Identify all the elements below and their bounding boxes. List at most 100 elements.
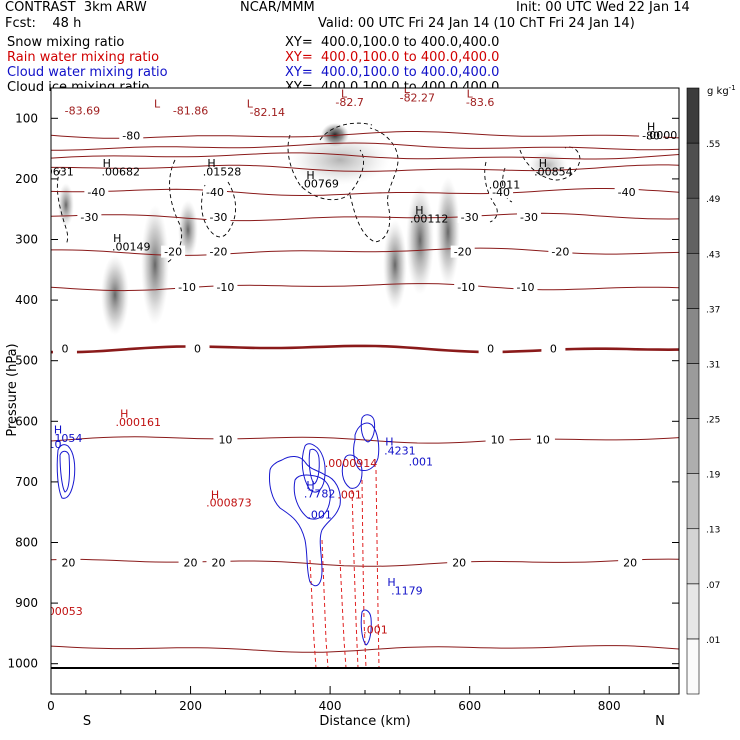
x-axis: 0 200 400 600 800 (47, 686, 680, 713)
y-tick-label: 300 (15, 233, 38, 247)
forecast-hour: Fcst: 48 h (5, 16, 82, 31)
isotherm-label-bg (618, 556, 643, 569)
extremum-label: .00112 (410, 213, 449, 226)
snow-shade (178, 200, 198, 260)
y-axis-label: Pressure (hPa) (5, 343, 20, 436)
isotherm-label-bg (206, 245, 231, 258)
snow-shading (58, 123, 568, 335)
colorbar: .01 .07 .13 .19 .25 .31 .37 .43 .49 .55 (686, 87, 721, 695)
isotherm-label: 20 (61, 556, 75, 569)
isotherm-line (51, 247, 679, 256)
field-rain-name: Rain water mixing ratio (7, 50, 160, 65)
colorbar-swatch (686, 252, 700, 309)
x-tick-label: 200 (179, 699, 202, 713)
colorbar-swatch (686, 308, 700, 364)
isotherm-label: -20 (164, 246, 182, 259)
rain-contour (321, 539, 329, 669)
isotherm-line (51, 344, 679, 354)
extremum-label: .00769 (300, 177, 339, 190)
isotherm-label: -30 (209, 211, 227, 224)
colorbar-swatch (686, 197, 700, 254)
isotherm-label: 10 (536, 433, 550, 446)
extremum-label: .001 (409, 456, 434, 469)
extremum-label: L (341, 88, 348, 101)
isotherm-label: 20 (211, 556, 225, 569)
x-tick-label: 400 (319, 699, 342, 713)
colorbar-swatch (686, 418, 700, 474)
ice-contour (484, 161, 498, 223)
cloud-contour (293, 474, 331, 520)
snow-shade (58, 183, 74, 227)
extremum-label: H (306, 169, 314, 182)
colorbar-swatch (686, 87, 700, 144)
isotherm-label: -20 (209, 246, 227, 259)
cloud-contour (56, 444, 76, 499)
colorbar-swatch (686, 638, 700, 695)
y-tick-label: 900 (15, 596, 38, 610)
field-rain-xy: XY= 400.0,100.0 to 400.0,400.0 (285, 50, 500, 65)
colorbar-swatch (686, 583, 700, 640)
extremum-label: H (113, 232, 121, 245)
extremum-label: L (154, 97, 161, 110)
extremum-label: .0000914 (325, 457, 378, 470)
cloud-contour (308, 448, 320, 485)
snow-shade (290, 135, 390, 185)
isotherm-label-bg (52, 342, 77, 355)
extremum-label: .4231 (384, 445, 416, 458)
isotherm-label: -30 (80, 211, 98, 224)
isotherm-label: 10 (218, 433, 232, 446)
rain-contour (339, 559, 347, 669)
isotherm-label-bg (489, 186, 514, 199)
colorbar-label: .25 (706, 416, 720, 426)
extremum-label: .01528 (203, 165, 242, 178)
isotherm-label-bg (450, 245, 475, 258)
cloud-contour (353, 422, 380, 471)
isotherm-label: 0 (487, 343, 494, 356)
extremum-label: -83.69 (65, 105, 100, 118)
isotherm-label: -40 (618, 186, 636, 199)
org-label: NCAR/MMM (240, 0, 315, 15)
extremum-label: .7782 (304, 488, 336, 501)
isotherm-label: 20 (452, 556, 466, 569)
isotherm-label: -30 (520, 211, 538, 224)
edge-label-south: S (83, 714, 91, 729)
extremum-label: .00149 (112, 240, 151, 253)
isotherm-line (51, 164, 679, 172)
colorbar-label: .55 (706, 140, 720, 150)
edge-label-north: N (655, 714, 665, 729)
isotherm-label-bg (548, 245, 573, 258)
x-tick-label: 600 (458, 699, 481, 713)
cloud-contour (341, 454, 363, 489)
isotherm-label-bg (206, 211, 231, 224)
cloud-contour (360, 414, 376, 443)
cloud-water-contours (56, 414, 380, 646)
isotherm-label: -80 (122, 129, 140, 142)
isotherm-label: -40 (492, 186, 510, 199)
y-tick-label: 800 (15, 536, 38, 550)
extremum-label: .001 (307, 508, 332, 521)
colorbar-swatch (686, 142, 700, 199)
isotherm-label-bg (614, 186, 639, 199)
isotherm-label-bg (202, 186, 227, 199)
extremum-label: .001 (363, 623, 388, 636)
colorbar-swatch (686, 363, 700, 419)
ice-contour (319, 122, 373, 141)
isotherm-label-bg (161, 245, 186, 258)
extremum-label: L (404, 83, 411, 96)
extremum-label: .000161 (115, 416, 161, 429)
field-snow-name: Snow mixing ratio (7, 35, 125, 50)
isotherm-label: -40 (206, 186, 224, 199)
isotherm-line (51, 188, 679, 197)
extremum-label: .0011 (489, 179, 521, 192)
colorbar-label: .31 (706, 360, 720, 370)
extremum-label: H (647, 120, 655, 133)
extremum-label: H (415, 204, 423, 217)
isotherm-label: -20 (454, 246, 472, 259)
isotherm-label-bg (178, 556, 203, 569)
colorbar-swatch (686, 528, 700, 585)
isotherm-label: 0 (550, 343, 557, 356)
isotherm-label-bg (516, 211, 541, 224)
colorbar-label: .49 (706, 195, 721, 205)
cloud-contour (360, 609, 372, 646)
